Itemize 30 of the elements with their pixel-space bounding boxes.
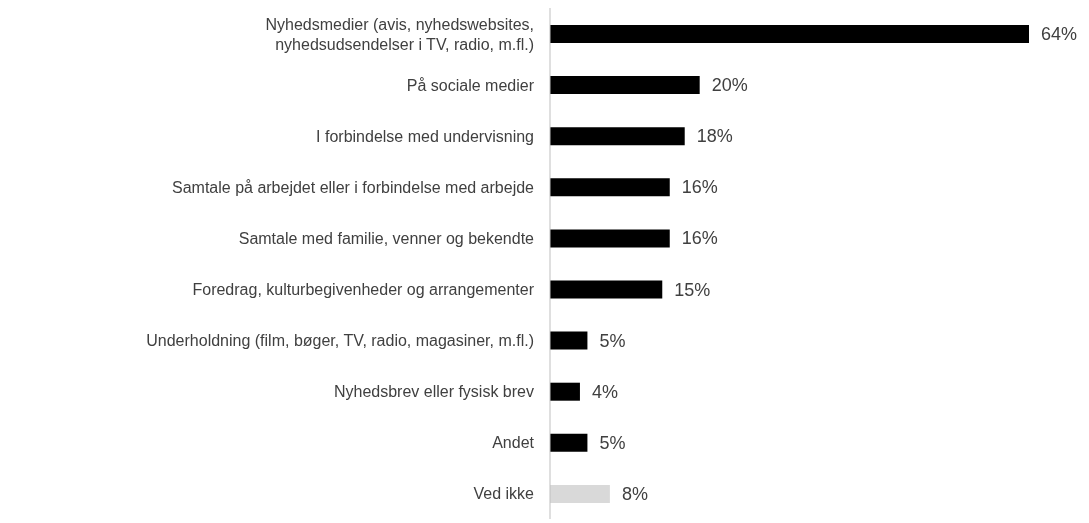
data-label: 5% xyxy=(599,432,626,453)
bar xyxy=(550,433,588,452)
bar xyxy=(550,331,588,350)
y-tick-label: I forbindelse med undervisning xyxy=(316,127,534,145)
data-label: 5% xyxy=(599,330,626,351)
bar xyxy=(550,484,610,503)
bar xyxy=(550,280,663,299)
data-label: 16% xyxy=(681,177,718,198)
y-tick-label: Samtale med familie, venner og bekendte xyxy=(238,229,535,247)
bar xyxy=(550,25,1029,43)
data-label: 18% xyxy=(696,126,733,147)
bar xyxy=(550,229,670,248)
y-tick-label: På sociale medier xyxy=(406,76,535,94)
data-label: 64% xyxy=(1041,24,1078,44)
y-tick-label: Nyhedsmedier (avis, nyhedswebsites, nyhedsudsendelser i TV, radio, m.fl.) xyxy=(265,15,534,53)
y-tick-label: Underholdning (film, bøger, TV, radio, magasiner, m.fl.) xyxy=(146,331,534,349)
data-label: 8% xyxy=(621,483,648,504)
y-tick-label: Andet xyxy=(492,433,535,451)
y-tick-label: Samtale på arbejdet eller i forbindelse med arbejde xyxy=(172,178,535,196)
data-label: 15% xyxy=(674,279,711,300)
bar xyxy=(550,178,670,197)
data-label: 4% xyxy=(591,381,618,402)
data-label: 16% xyxy=(681,228,718,249)
bar xyxy=(550,127,685,146)
y-tick-label: Foredrag, kulturbegivenheder og arrangementer xyxy=(192,280,535,298)
y-tick-label: Nyhedsbrev eller fysisk brev xyxy=(333,382,534,400)
bar xyxy=(550,76,700,95)
data-label: 20% xyxy=(711,75,748,96)
y-tick-label: Ved ikke xyxy=(473,484,535,502)
bar xyxy=(550,382,580,401)
